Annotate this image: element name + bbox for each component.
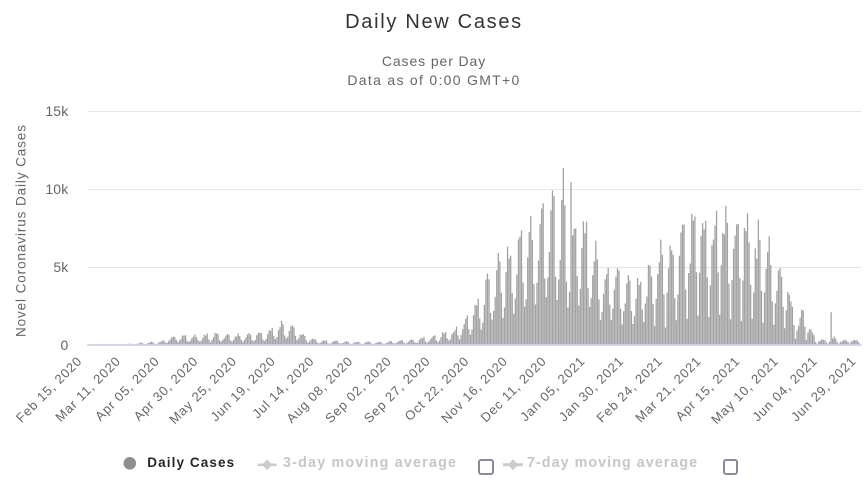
svg-text:Novel Coronavirus Daily Cases: Novel Coronavirus Daily Cases: [14, 124, 29, 337]
svg-text:0: 0: [61, 337, 69, 353]
svg-text:May 10, 2021: May 10, 2021: [708, 353, 782, 427]
svg-text:10k: 10k: [45, 181, 69, 197]
svg-text:15k: 15k: [45, 103, 69, 119]
svg-text:Sep 27, 2020: Sep 27, 2020: [361, 353, 434, 426]
svg-text:5k: 5k: [53, 259, 69, 275]
svg-text:May 25, 2020: May 25, 2020: [166, 353, 240, 427]
svg-text:Nov 16, 2020: Nov 16, 2020: [438, 353, 511, 426]
svg-text:Aug 08, 2020: Aug 08, 2020: [283, 353, 356, 426]
svg-text:Sep 02, 2020: Sep 02, 2020: [322, 353, 395, 426]
svg-text:Feb 15, 2020: Feb 15, 2020: [13, 353, 85, 425]
